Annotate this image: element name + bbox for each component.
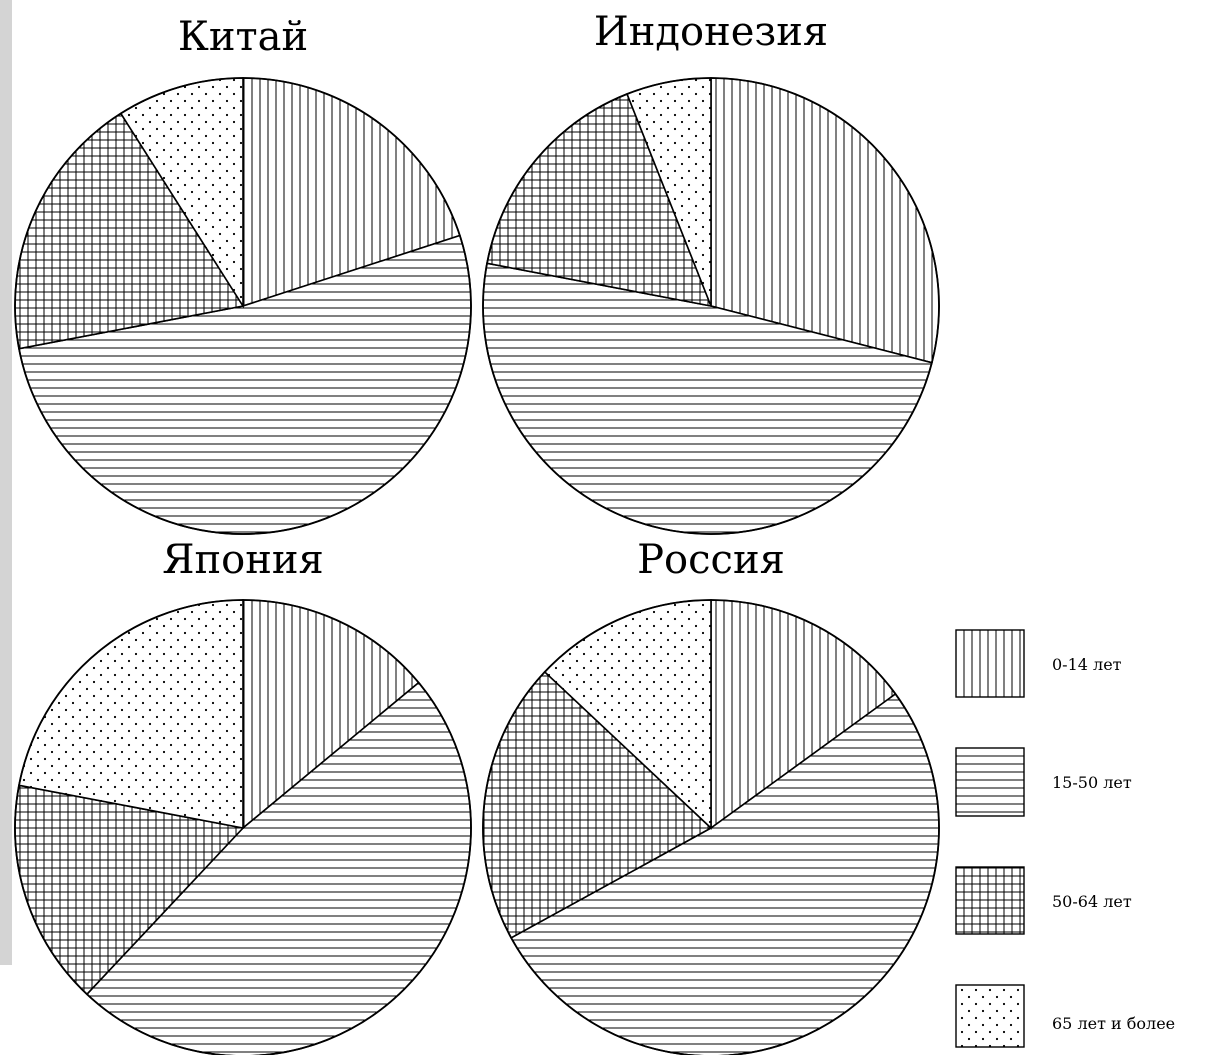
legend-swatch-dots [955,984,1025,1048]
legend-label: 0-14 лет [1052,655,1122,674]
legend-label: 50-64 лет [1052,892,1132,911]
pie-slices [482,77,940,535]
legend-item: 0-14 лет [955,629,1122,698]
left-gray-strip [0,0,12,965]
legend-swatch-vertical-lines [955,629,1025,698]
pie-indonesia: Индонезия [482,9,940,535]
pie-title: Индонезия [594,9,828,55]
legend-label: 65 лет и более [1052,1014,1175,1033]
pie-title: Япония [162,537,324,583]
pie-outline [14,77,472,535]
pie-japan: Япония [14,537,472,1055]
pie-title: Китай [178,14,308,60]
legend-item: 50-64 лет [955,866,1132,935]
pie-outline [14,599,472,1055]
pie-china: Китай [14,14,472,535]
legend-swatch-grid [955,866,1025,935]
legend-swatch-horizontal-lines [955,747,1025,817]
pie-slices [14,599,472,1055]
legend: 0-14 лет 15-50 лет 50-64 лет 65 лет и бо… [955,629,1175,1048]
pie-russia: Россия [482,537,940,1055]
pie-outline [482,77,940,535]
legend-label: 15-50 лет [1052,773,1132,792]
legend-item: 65 лет и более [955,984,1175,1048]
pie-slices [482,599,940,1055]
pie-slices [14,77,472,535]
pie-outline [482,599,940,1055]
pie-title: Россия [637,537,785,583]
legend-item: 15-50 лет [955,747,1132,817]
